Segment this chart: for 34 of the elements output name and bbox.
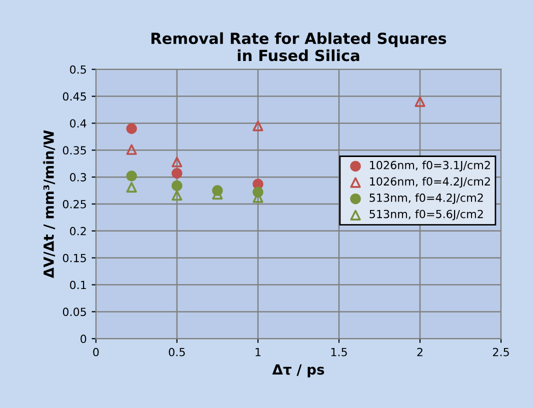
point	[172, 156, 182, 168]
y-tick-label: 0.15	[62, 254, 86, 262]
point	[172, 190, 182, 201]
legend-label: 513nm, f0=4.2J/cm2	[370, 193, 483, 204]
point	[126, 170, 137, 182]
x-tick-label: 1	[256, 348, 260, 356]
legend-label: 1026nm, f0=3.1J/cm2	[370, 160, 490, 172]
point	[172, 168, 182, 179]
point	[126, 182, 137, 193]
y-tick-label: 0	[80, 334, 86, 344]
y-tick-label: 0.5	[70, 65, 86, 74]
point	[126, 123, 137, 134]
x-tick-label: 0	[93, 348, 99, 356]
x-tick-label: 2	[417, 348, 422, 356]
chart-title: Removal Rate for Ablated Squares in Fused Silica	[152, 32, 446, 62]
x-tick-label: 0.5	[168, 348, 185, 356]
x-tick-label: 1.5	[331, 348, 347, 356]
y-tick-label: 0.3	[70, 173, 86, 182]
point	[414, 96, 426, 107]
legend-label: 1026nm, f0=4.2J/cm2	[370, 177, 490, 188]
y-axis-title: ΔV/Δt / mm³/min/W	[43, 130, 56, 278]
x-tick-label: 2.5	[493, 348, 509, 356]
x-axis-title: Δτ / ps	[272, 364, 324, 378]
y-tick-label: 0.05	[62, 308, 86, 316]
y-tick-label: 0.2	[70, 226, 86, 236]
y-tick-label: 0.45	[62, 92, 86, 101]
legend-label: 513nm, f0=5.6J/cm2	[370, 210, 483, 220]
y-tick-label: 0.25	[62, 200, 86, 208]
point	[126, 144, 137, 155]
y-tick-label: 0.35	[62, 146, 86, 155]
y-tick-label: 0.1	[70, 280, 86, 290]
point	[172, 180, 182, 192]
y-tick-label: 0.4	[70, 119, 86, 128]
point	[252, 120, 264, 132]
